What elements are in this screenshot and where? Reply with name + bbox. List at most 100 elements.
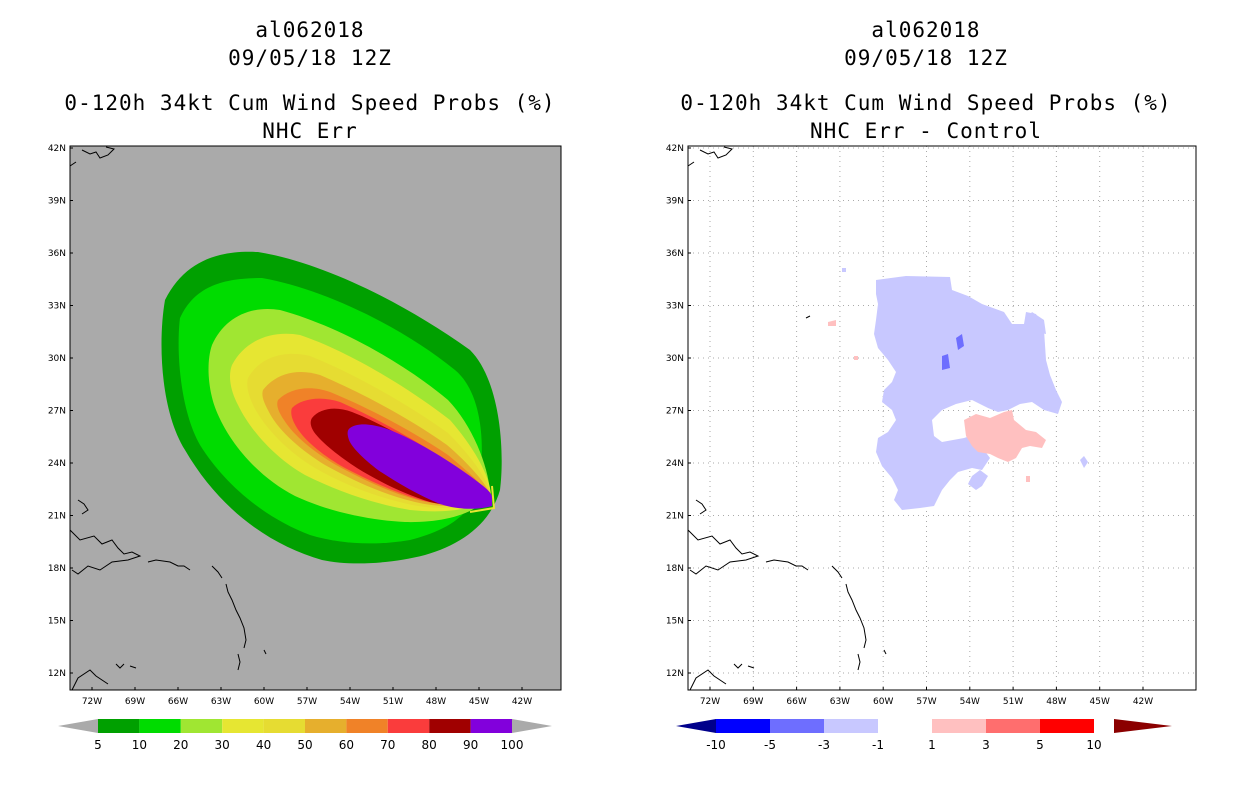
left-product-title: 0-120h 34kt Cum Wind Speed Probs (%) (64, 91, 556, 115)
left-lon-label: 57W (297, 697, 317, 707)
right-colorbar-label: -1 (872, 738, 884, 752)
right-colorbar-cell (716, 719, 770, 733)
left-lon-label: 63W (211, 697, 231, 707)
diff-region-plus-1-to-3-c (854, 356, 858, 360)
right-colorbar-cell (824, 719, 878, 733)
right-lat-label: 36N (666, 249, 684, 259)
left-map: 5 10 20 30 40 50 60 70 80 90 100 42N 39N 36N 33N 30N 27… (48, 144, 562, 752)
left-colorbar-label: 40 (256, 738, 271, 752)
left-colorbar-cell (222, 719, 264, 733)
diff-region-plus-1-to-3-b (828, 320, 836, 326)
right-colorbar-low-arrow (676, 719, 716, 733)
right-lat-label: 24N (666, 459, 684, 469)
diff-region-minus-1-to-3-e (842, 268, 846, 272)
left-colorbar-cell (139, 719, 181, 733)
left-colorbar-label: 10 (132, 738, 147, 752)
left-colorbar-cell (429, 719, 471, 733)
right-storm-id: al062018 (871, 18, 981, 42)
right-lat-label: 39N (666, 197, 684, 207)
left-lat-label: 18N (48, 564, 66, 574)
left-lon-label: 51W (383, 697, 403, 707)
left-colorbar-label: 80 (422, 738, 437, 752)
right-datetime: 09/05/18 12Z (844, 46, 1008, 70)
left-colorbar-cell (263, 719, 305, 733)
left-colorbar: 5 10 20 30 40 50 60 70 80 90 100 (58, 719, 552, 752)
right-lon-label: 51W (1003, 697, 1023, 707)
left-lon-label: 48W (426, 697, 446, 707)
right-lat-label: 27N (666, 407, 684, 417)
left-map-frame (69, 145, 562, 691)
right-colorbar-label: 10 (1086, 738, 1101, 752)
right-map-frame (687, 145, 1197, 691)
right-lon-label: 42W (1133, 697, 1153, 707)
left-colorbar-cell (180, 719, 223, 733)
right-lon-label: 66W (786, 697, 806, 707)
prob-contour-edge (469, 485, 496, 513)
right-lon-label: 45W (1090, 697, 1110, 707)
right-axis-labels: 42N 39N 36N 33N 30N 27N 24N 21N 18N 15N 12N 72W 69W 6… (666, 144, 1153, 707)
left-lat-label: 33N (48, 302, 66, 312)
left-colorbar-cell (346, 719, 388, 733)
diff-region-minus-1-to-3-b (968, 470, 988, 490)
right-colorbar-cell (878, 719, 932, 733)
right-lat-label: 30N (666, 354, 684, 364)
right-map: -10 -5 -3 -1 1 3 5 10 42N 39N 36N 33N 30N 27N 24N 21N 1… (666, 144, 1197, 752)
diff-region-plus-1-to-3-d (1026, 476, 1030, 482)
left-lon-label: 66W (168, 697, 188, 707)
left-colorbar-label: 5 (94, 738, 102, 752)
left-lat-label: 39N (48, 197, 66, 207)
left-lat-label: 12N (48, 669, 66, 679)
left-lat-label: 36N (48, 249, 66, 259)
right-lon-label: 72W (700, 697, 720, 707)
right-product-title: 0-120h 34kt Cum Wind Speed Probs (%) (680, 91, 1172, 115)
right-colorbar-label: 1 (928, 738, 936, 752)
right-lat-label: 18N (666, 564, 684, 574)
left-lat-label: 27N (48, 407, 66, 417)
right-lon-label: 60W (873, 697, 893, 707)
right-colorbar-label: 3 (982, 738, 990, 752)
right-colorbar-high-arrow (1114, 719, 1172, 733)
left-colorbar-label: 90 (463, 738, 478, 752)
right-lat-label: 12N (666, 669, 684, 679)
right-coastlines (687, 146, 887, 691)
left-colorbar-high-arrow (512, 719, 552, 733)
left-colorbar-cell (387, 719, 430, 733)
left-coastlines (69, 146, 267, 691)
right-colorbar: -10 -5 -3 -1 1 3 5 10 (676, 719, 1172, 752)
left-lat-label: 21N (48, 512, 66, 522)
left-lon-label: 72W (82, 697, 102, 707)
left-lat-label: 15N (48, 617, 66, 627)
diff-region-minus-3-to-5 (956, 334, 964, 350)
left-colorbar-label: 60 (339, 738, 354, 752)
right-colorbar-label: -3 (818, 738, 830, 752)
left-colorbar-cell (98, 719, 140, 733)
diff-region-plus-1-to-3 (964, 410, 1046, 462)
left-colorbar-cell (470, 719, 512, 733)
left-lon-label: 45W (469, 697, 489, 707)
diff-region-minus-1-to-3 (874, 276, 1062, 510)
left-subtitle: NHC Err (262, 119, 358, 143)
left-colorbar-low-arrow (58, 719, 98, 733)
right-lat-label: 15N (666, 617, 684, 627)
right-map-background (688, 146, 1196, 690)
left-datetime: 09/05/18 12Z (228, 46, 392, 70)
right-lat-label: 21N (666, 512, 684, 522)
left-lon-label: 60W (254, 697, 274, 707)
right-colorbar-label: 5 (1036, 738, 1044, 752)
diff-region-minus-1-to-3-d (1080, 456, 1088, 468)
left-lon-label: 42W (512, 697, 532, 707)
right-gridlines (688, 146, 1196, 690)
right-lon-label: 57W (916, 697, 936, 707)
diff-region-minus-3-to-5-b (942, 354, 950, 370)
left-colorbar-label: 30 (215, 738, 230, 752)
left-colorbar-label: 100 (501, 738, 524, 752)
right-colorbar-label: -10 (706, 738, 726, 752)
left-axis-labels: 42N 39N 36N 33N 30N 27N 24N 21N 18N 15N 12N 72W 69W 6… (48, 144, 532, 707)
right-colorbar-cell (932, 719, 986, 733)
right-colorbar-cell (1040, 719, 1094, 733)
left-lat-label: 24N (48, 459, 66, 469)
left-lat-label: 30N (48, 354, 66, 364)
diff-region-minus-1-to-3-c (1026, 312, 1046, 334)
right-lat-label: 33N (666, 302, 684, 312)
left-colorbar-label: 50 (297, 738, 312, 752)
